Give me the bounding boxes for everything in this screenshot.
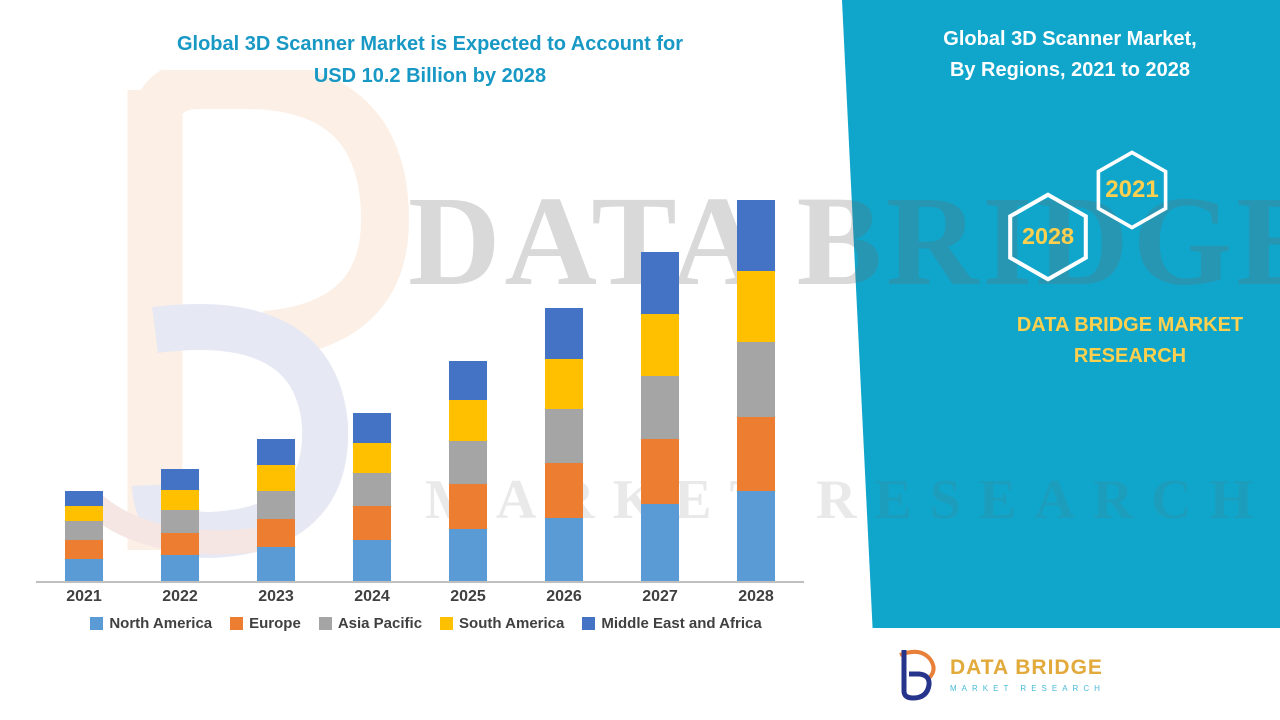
segment-middle-east-and-africa	[545, 308, 583, 359]
segment-north-america	[257, 547, 295, 581]
segment-south-america	[545, 358, 583, 410]
bar-2027	[641, 252, 679, 581]
segment-north-america	[353, 539, 391, 581]
segment-europe	[257, 519, 295, 548]
segment-europe	[545, 463, 583, 518]
legend-item-europe: Europe	[230, 615, 301, 632]
segment-north-america	[545, 517, 583, 581]
segment-middle-east-and-africa	[161, 469, 199, 490]
segment-middle-east-and-africa	[353, 412, 391, 443]
x-axis-label-2023: 2023	[258, 588, 294, 605]
segment-europe	[65, 539, 103, 559]
segment-north-america	[737, 491, 775, 581]
legend-label: Europe	[249, 615, 301, 632]
segment-asia-pacific	[545, 409, 583, 464]
legend-item-middle-east-and-africa: Middle East and Africa	[582, 615, 762, 632]
segment-europe	[737, 416, 775, 492]
segment-europe	[449, 483, 487, 529]
panel-heading: Global 3D Scanner Market, By Regions, 20…	[880, 24, 1260, 86]
segment-europe	[161, 532, 199, 555]
hexagon-badge-2021: 2021	[1096, 150, 1168, 230]
bar-2022	[161, 469, 199, 581]
legend-item-south-america: South America	[440, 615, 564, 632]
legend-label: South America	[459, 615, 565, 632]
bar-2023	[257, 439, 295, 581]
segment-south-america	[65, 506, 103, 522]
x-axis-label-2024: 2024	[354, 588, 390, 605]
bar-2026	[545, 308, 583, 581]
x-axis-label-2022: 2022	[162, 588, 198, 605]
legend: North America Europe Asia Pacific South Ame…	[31, 615, 821, 632]
segment-south-america	[737, 271, 775, 343]
segment-asia-pacific	[257, 491, 295, 520]
databridge-logo-icon	[899, 649, 936, 701]
segment-asia-pacific	[737, 342, 775, 417]
segment-south-america	[641, 313, 679, 376]
segment-south-america	[449, 399, 487, 441]
segment-europe	[641, 439, 679, 505]
segment-north-america	[449, 528, 487, 581]
segment-asia-pacific	[161, 510, 199, 533]
legend-swatch	[90, 617, 104, 630]
segment-europe	[353, 506, 391, 540]
segment-north-america	[65, 558, 103, 581]
segment-asia-pacific	[353, 472, 391, 507]
segment-north-america	[641, 504, 679, 581]
bar-chart: 2021 2022 2023 2024 2025 2026 2027 2028 North A…	[36, 185, 804, 632]
legend-label: Asia Pacific	[337, 615, 423, 632]
bar-2028	[737, 200, 775, 581]
segment-south-america	[353, 442, 391, 473]
footer-logo-tagline: MARKET RESEARCH	[950, 683, 1105, 693]
footer-logo-name: DATA BRIDGE	[950, 655, 1103, 679]
segment-north-america	[161, 554, 199, 581]
plot-area	[36, 185, 804, 583]
segment-south-america	[257, 465, 295, 492]
segment-middle-east-and-africa	[737, 200, 775, 272]
footer-logo: DATA BRIDGE MARKET RESEARCH	[858, 628, 1280, 720]
segment-middle-east-and-africa	[449, 360, 487, 400]
hexagon-badge-2028: 2028	[1008, 192, 1088, 282]
x-axis-label-2021: 2021	[66, 588, 102, 605]
legend-swatch	[582, 617, 596, 630]
segment-middle-east-and-africa	[257, 439, 295, 466]
legend-swatch	[318, 617, 332, 630]
x-axis-label-2025: 2025	[450, 588, 486, 605]
watermark-text: DATA BRIDGE	[408, 170, 1280, 312]
brand-text-line1: DATA BRIDGE MARKET	[1016, 314, 1244, 336]
segment-asia-pacific	[449, 440, 487, 484]
panel-heading-line2: By Regions, 2021 to 2028	[949, 59, 1191, 81]
hexagon-year-2021: 2021	[1105, 176, 1158, 203]
hexagon-year-2028: 2028	[1022, 223, 1074, 249]
legend-label: Middle East and Africa	[601, 615, 762, 632]
bar-2024	[353, 412, 391, 581]
panel-heading-line1: Global 3D Scanner Market,	[943, 28, 1197, 50]
legend-item-north-america: North America	[90, 615, 212, 632]
legend-label: North America	[109, 615, 213, 632]
chart-title-line1: Global 3D Scanner Market is Expected to …	[176, 33, 684, 55]
legend-swatch	[440, 617, 454, 630]
segment-asia-pacific	[641, 375, 679, 440]
legend-swatch	[230, 617, 244, 630]
segment-south-america	[161, 489, 199, 511]
chart-title-line2: USD 10.2 Billion by 2028	[313, 65, 547, 87]
segment-middle-east-and-africa	[65, 491, 103, 507]
x-axis-label-2028: 2028	[738, 588, 774, 605]
footer-logo-texts: DATA BRIDGE MARKET RESEARCH	[950, 656, 1105, 693]
bar-2021	[65, 491, 103, 581]
brand-text: DATA BRIDGE MARKET RESEARCH	[985, 310, 1275, 372]
segment-asia-pacific	[65, 521, 103, 540]
segment-middle-east-and-africa	[641, 252, 679, 314]
legend-item-asia-pacific: Asia Pacific	[318, 615, 423, 632]
x-axis-label-2027: 2027	[642, 588, 678, 605]
x-axis-label-2026: 2026	[546, 588, 582, 605]
bar-2025	[449, 360, 487, 581]
x-axis-labels: 2021 2022 2023 2024 2025 2026 2027 2028	[36, 588, 804, 606]
chart-title: Global 3D Scanner Market is Expected to …	[130, 28, 730, 92]
brand-text-line2: RESEARCH	[1073, 345, 1187, 367]
